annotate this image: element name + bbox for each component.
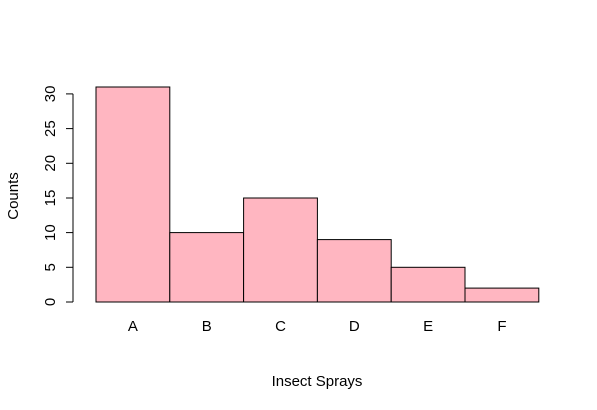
y-tick-label-10: 10 — [42, 224, 59, 241]
bars-group — [95, 86, 540, 303]
y-tick-label-30: 30 — [42, 86, 59, 103]
bar-F — [464, 287, 540, 303]
x-tick-label-D: D — [349, 318, 360, 335]
y-tick-label-25: 25 — [42, 120, 59, 137]
bar-B — [169, 232, 245, 303]
y-axis: 0 5 10 15 20 25 30 — [42, 86, 74, 306]
bar-D — [316, 239, 392, 303]
x-tick-label-F: F — [497, 318, 506, 335]
x-axis-title: Insect Sprays — [272, 373, 363, 390]
bar-E — [390, 266, 466, 303]
y-tick-label-15: 15 — [42, 190, 59, 207]
x-category-labels: A B C D E F — [128, 318, 507, 335]
bar-C — [243, 197, 318, 303]
bar-A — [95, 86, 171, 303]
x-tick-label-A: A — [128, 318, 138, 335]
y-tick-label-5: 5 — [42, 263, 59, 271]
y-tick-label-20: 20 — [42, 155, 59, 172]
x-tick-label-E: E — [423, 318, 433, 335]
y-tick-label-0: 0 — [42, 298, 59, 306]
y-axis-title: Counts — [5, 172, 22, 220]
x-tick-label-C: C — [275, 318, 286, 335]
x-tick-label-B: B — [202, 318, 212, 335]
